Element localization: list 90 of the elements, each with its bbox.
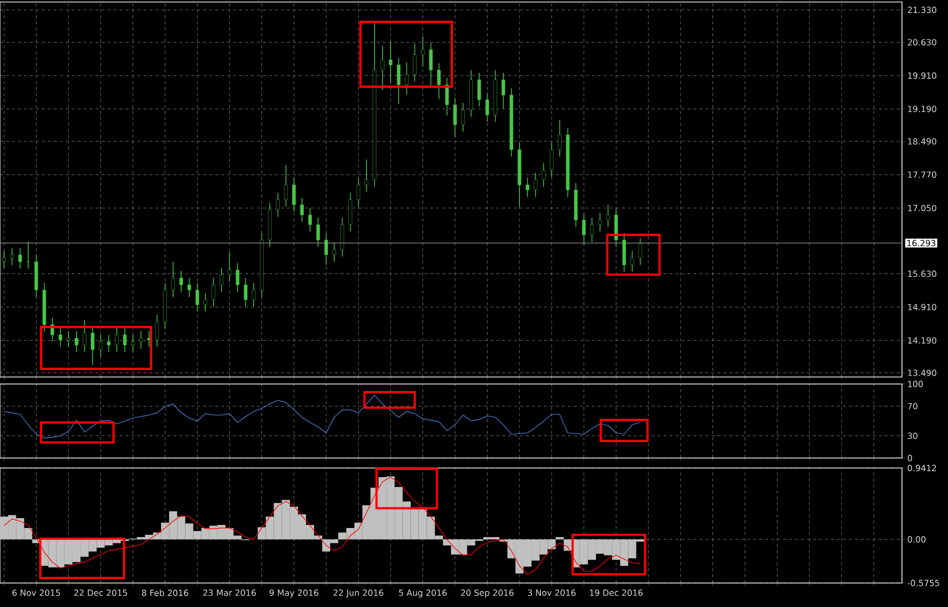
candlestick [155,314,159,348]
candlestick [90,326,94,366]
candlestick [421,36,425,68]
candlestick [139,330,143,350]
candlestick [123,328,127,352]
candlestick [332,242,336,262]
candlestick [308,208,312,232]
y-tick-label: 14.910 [908,304,936,310]
candlestick [204,292,208,312]
candlestick [115,328,119,352]
candlestick [461,102,465,132]
y-tick-label: 19.910 [908,72,936,79]
y-tick-label: 17.770 [908,171,936,178]
x-tick-label: 19 Dec 2016 [590,590,643,596]
candlestick [106,334,110,352]
candlestick [316,217,320,248]
y-tick-label: 70 [908,403,918,410]
candlestick [18,247,22,270]
y-tick-label: 0.9412 [908,464,936,472]
x-tick-label: 6 Nov 2015 [12,590,60,596]
candlestick [276,192,280,218]
candlestick [590,217,594,242]
candlestick [98,334,102,358]
candlestick [429,42,433,86]
candlestick [526,178,530,198]
y-tick-label: 100 [908,380,923,388]
x-tick-label: 22 Jun 2016 [334,590,384,598]
candlestick [542,162,546,188]
candlestick [582,212,586,246]
candlestick [356,178,360,208]
candlestick [324,232,328,266]
candlestick [74,330,78,352]
candlestick [188,278,192,298]
x-tick-label: 5 Aug 2016 [399,590,447,598]
candlestick [606,204,610,228]
candlestick [502,72,506,109]
candlestick [66,330,70,348]
candlestick [413,43,417,82]
candlestick [598,212,602,232]
candlestick [147,330,151,348]
candlestick [131,334,135,352]
candlestick [404,62,408,95]
candlestick [196,282,200,312]
candlestick [300,197,304,222]
candlestick [534,172,538,198]
candlestick [82,320,86,352]
candlestick [244,278,248,308]
candlestick [396,58,400,104]
y-tick-label: 13.490 [908,370,936,376]
candlestick [228,252,232,282]
candlestick [638,238,642,266]
x-tick-label: 3 Nov 2016 [528,590,576,596]
candlestick [477,72,481,108]
y-tick-label: 30 [908,432,918,440]
ref-line-label: 16.293 [907,240,936,246]
candlestick [445,78,449,116]
x-tick-label: 22 Dec 2015 [74,590,127,596]
candlestick [10,247,14,266]
candlestick [380,46,384,90]
x-tick-label: 20 Sep 2016 [461,590,514,598]
candlestick [179,270,183,292]
candlestick [252,282,256,308]
y-tick-label: 0.00 [908,536,926,543]
y-tick-label: 17.050 [908,204,936,212]
candlestick [220,267,224,292]
candlestick [630,250,634,272]
candlestick [171,261,175,298]
y-tick-label: 21.330 [908,6,936,14]
y-tick-label: 15.630 [908,270,936,277]
candlestick [485,92,490,122]
candlestick [212,278,216,308]
y-tick-label: 18.490 [908,138,936,145]
candlestick [364,159,368,192]
candlestick [236,262,240,292]
candlestick [558,120,562,158]
x-tick-label: 9 May 2016 [270,590,318,598]
candlestick [388,42,392,84]
candlestick [292,178,296,212]
candlestick [58,328,62,348]
y-tick-label: 14.190 [908,337,936,344]
candlestick [437,62,441,100]
x-tick-label: 8 Feb 2016 [142,590,188,596]
y-tick-label: 19.190 [908,106,936,112]
y-tick-label: -0.5755 [908,580,940,586]
y-tick-label: 20.630 [908,39,936,46]
y-tick-label: 0 [908,454,912,462]
candlestick [284,164,288,208]
x-tick-label: 23 Mar 2016 [203,590,256,596]
candlestick [453,97,457,138]
candlestick [550,142,554,178]
